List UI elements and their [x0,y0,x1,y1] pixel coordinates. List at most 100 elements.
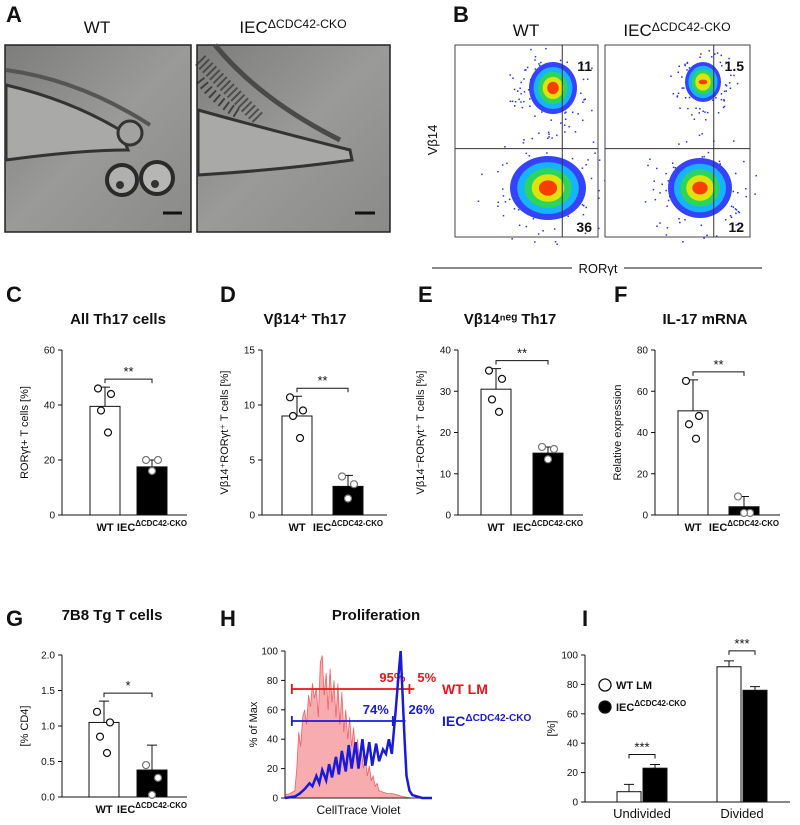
scatter-dot [649,158,651,160]
panel-letter: F [614,282,627,307]
scatter-dot [514,101,517,103]
y-axis-label: Vβ14⁺RORγt⁺ T cells [%] [219,371,231,495]
text-part: IEC [623,21,651,40]
data-point [147,790,157,799]
y-tick-label: 80 [637,346,649,357]
scatter-dot [591,67,593,70]
flow-plots: 11 36 1.5 12 [454,44,757,245]
scatter-dot [743,160,745,163]
data-point [147,466,157,476]
scatter-dot [504,200,507,203]
scatter-dot [724,219,727,221]
scatter-dot [699,107,701,110]
x-tick-label: WT [684,522,701,534]
scatter-dot [542,230,544,232]
significance-bracket [495,360,549,365]
x-tick-label: WT [96,522,113,534]
scatter-dot [566,61,568,64]
axis-label: Vβ14 [425,125,440,156]
scatter-dot [598,197,600,199]
panel-letter: A [6,2,22,27]
significance-label: * [125,678,130,693]
plot-title: IECΔCDC42-CKO [623,20,730,40]
panel-title: 7B8 Tg T cells [62,607,163,624]
scatter-dot [734,172,737,175]
scatter-dot [725,85,728,87]
scatter-dot [509,100,512,103]
scatter-dot [703,155,705,158]
data-point [93,384,103,393]
bar [332,485,364,516]
scatter-dot [665,189,667,192]
scatter-dot [477,200,480,202]
scatter-dot [719,61,722,64]
micrograph [195,43,391,233]
scatter-dot [684,64,686,67]
superscript: ΔCDC42-CKO [331,519,383,528]
bar [616,791,642,803]
significance-bracket [296,387,349,393]
scatter-dot [526,66,529,69]
text-part: IEC [117,522,135,534]
scatter-dot [546,152,548,154]
scatter-dot [521,106,524,109]
scatter-dot [508,198,511,201]
scatter-dot [545,47,547,50]
legend-label: WT LM [616,680,652,692]
scatter-dot [678,143,680,145]
scatter-dot [582,213,585,216]
scatter-dot [647,164,649,167]
scatter-dot [532,217,535,220]
scatter-dot [700,224,703,227]
bar [716,666,742,803]
x-tick-label: IECΔCDC42-CKO [117,519,187,534]
x-tick-label: WT [288,522,305,534]
y-tick-label: 100 [561,651,578,662]
scatter-dot [538,132,540,134]
legend-marker [598,700,612,714]
micrograph [4,44,192,233]
scatter-dot [676,96,679,98]
scatter-dot [501,188,504,190]
density-blob [538,180,558,196]
scatter-dot [530,48,532,51]
text-part: IEC [513,522,531,534]
scatter-dot [534,55,537,58]
scatter-dot [732,190,735,193]
error-bar [650,764,660,769]
scatter-dot [513,208,516,210]
superscript: ΔCDC42-CKO [268,17,347,31]
scatter-dot [525,225,528,228]
scatter-dot [735,212,737,215]
scatter-dot [497,201,499,204]
scatter-dot [537,233,540,235]
scatter-dot [734,208,737,210]
scatter-dot [670,75,672,78]
scatter-dot [704,119,707,121]
data-point [691,434,701,443]
panel-title: IL-17 mRNA [662,311,747,328]
scatter-dot [556,243,558,245]
scatter-dot [540,61,542,64]
scatter-dot [529,98,531,100]
scatter-dot [677,92,680,94]
scatter-dot [504,146,506,148]
histogram-line [284,655,432,799]
data-point [298,406,308,415]
significance-label: *** [634,740,649,755]
y-tick-label: 20 [440,428,452,439]
scatter-dot [711,56,713,58]
bar [480,388,512,516]
bar [88,721,120,798]
scatter-dot [547,137,549,140]
plot-title: WT [513,21,539,40]
superscript: ΔCDC42-CKO [135,519,187,528]
scatter-dot [513,105,516,107]
scatter-dot [525,69,527,71]
scatter-dot [583,99,585,101]
scatter-dot [529,105,531,108]
scatter-dot [715,97,717,99]
scatter-dot [728,57,730,60]
scatter-dot [666,205,668,207]
